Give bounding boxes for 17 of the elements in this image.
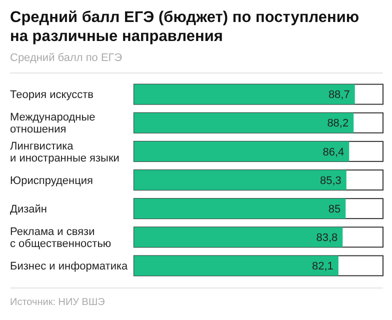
data-label: 86,4 bbox=[322, 146, 344, 158]
text: Источник: НИУ ВШЭ bbox=[10, 297, 105, 308]
data-label: 83,8 bbox=[316, 232, 338, 244]
data-label: 88,7 bbox=[328, 89, 350, 102]
y-tick-label: Реклама и связи с общественностью bbox=[10, 226, 112, 250]
data-label: 85 bbox=[328, 203, 341, 216]
y-tick-label: Дизайн bbox=[10, 203, 47, 216]
y-tick-label: Лингвистика и иностранные языки bbox=[10, 140, 120, 164]
data-label: 88,2 bbox=[327, 118, 349, 130]
data-label: 82,1 bbox=[312, 260, 334, 273]
y-tick-label: Юриспруденция bbox=[10, 174, 94, 187]
y-tick-label: Бизнес и информатика bbox=[10, 260, 129, 273]
y-tick-label: Теория искусств bbox=[10, 89, 94, 102]
chart-subtitle: Средний балл по ЕГЭ bbox=[10, 52, 122, 64]
data-label: 85,3 bbox=[320, 174, 342, 187]
chart-title: Средний балл ЕГЭ (бюджет) по поступлению на различные направления bbox=[10, 9, 360, 45]
y-tick-label: Международные отношения bbox=[10, 112, 96, 136]
